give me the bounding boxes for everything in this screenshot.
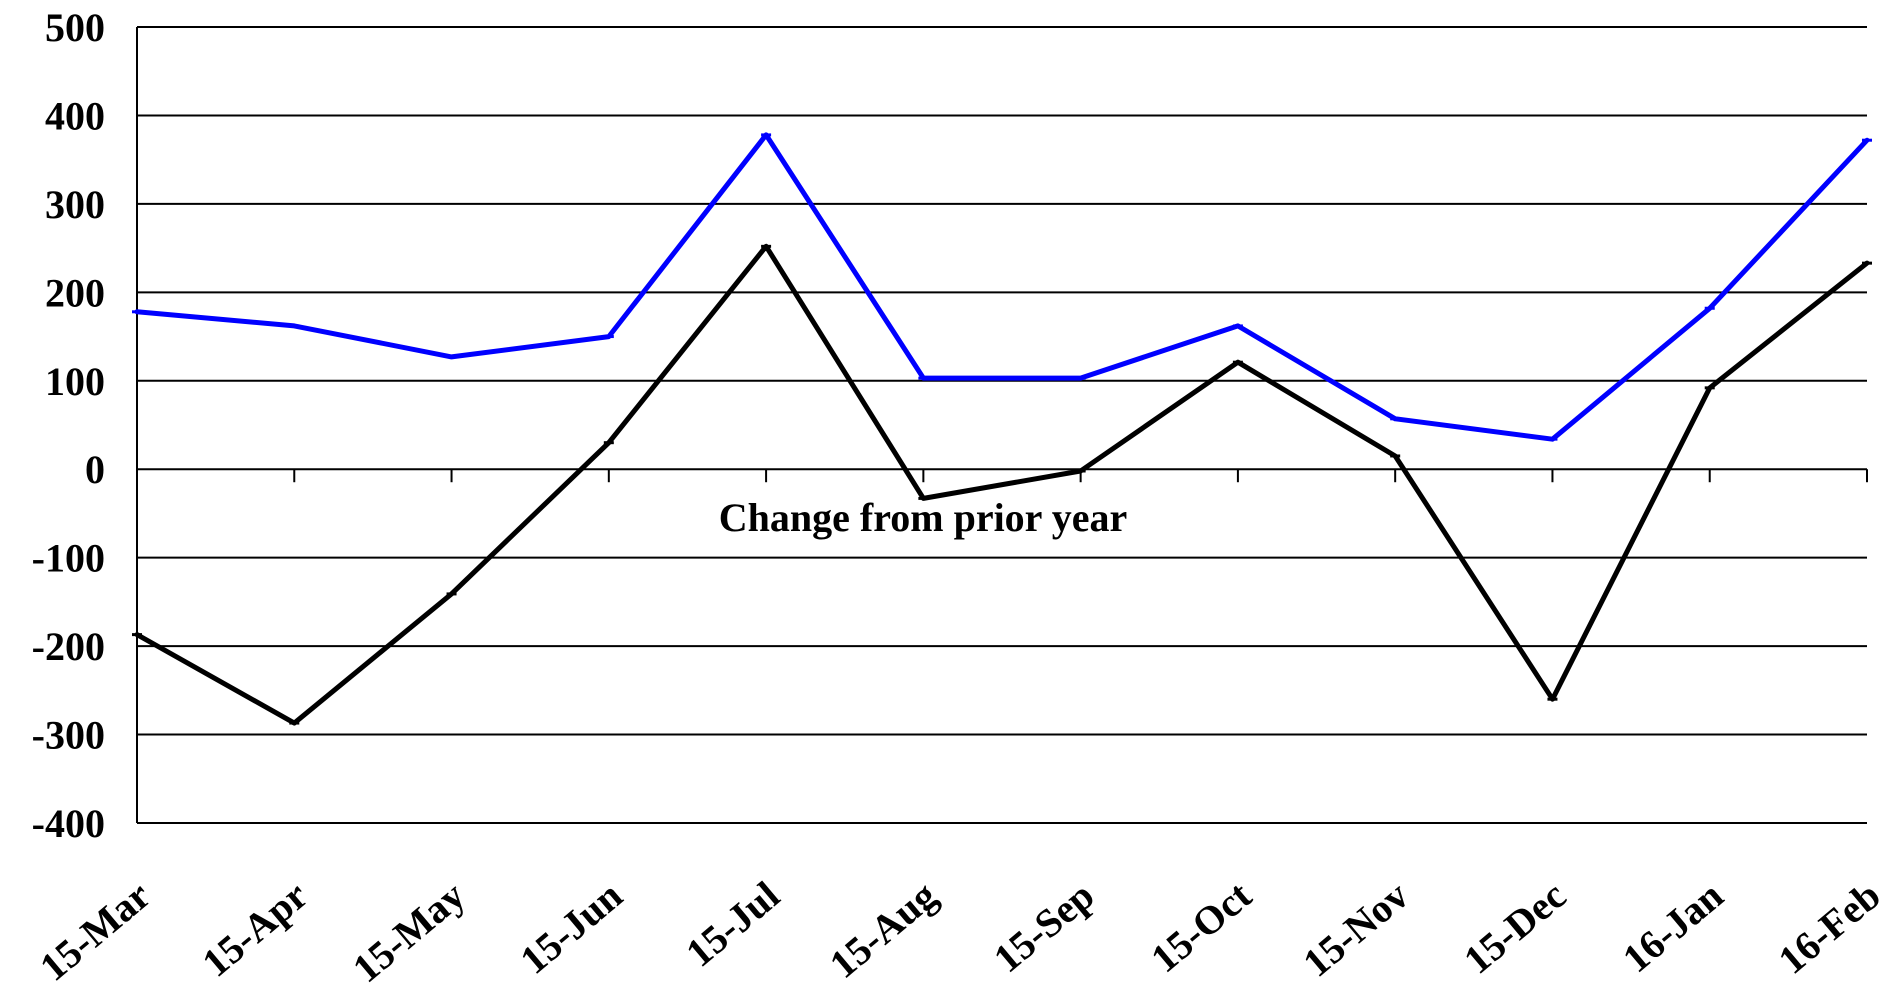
gridlines	[137, 26, 1867, 824]
x-tick-label: 16-Jan	[1614, 872, 1731, 981]
x-tick-label: 15-Dec	[1455, 872, 1574, 982]
y-tick-label: 200	[45, 270, 105, 315]
x-tick-label: 15-Jul	[677, 872, 788, 975]
y-tick-label: 500	[45, 5, 105, 50]
axes	[136, 27, 1868, 823]
y-tick-labels: 500 400 300 200 100 0 -100 -200 -300 -400	[32, 5, 105, 846]
x-tick-label: 15-Jun	[511, 872, 630, 982]
x-tick-label: 15-May	[344, 872, 473, 991]
y-tick-label: -200	[32, 624, 105, 669]
y-tick-label: 300	[45, 182, 105, 227]
x-tick-labels: 15-Mar 15-Apr 15-May 15-Jun 15-Jul 15-Aug 15-S…	[31, 872, 1879, 991]
y-tick-label: -400	[32, 801, 105, 846]
x-tick-label: 15-Nov	[1294, 872, 1417, 985]
y-tick-label: 0	[85, 447, 105, 492]
x-tick-label: 16-Feb	[1770, 872, 1879, 982]
x-tick-label: 15-Oct	[1142, 872, 1260, 981]
y-tick-label: 400	[45, 93, 105, 138]
y-tick-label: -300	[32, 713, 105, 758]
series-line-2	[134, 243, 1870, 726]
y-tick-label: 100	[45, 359, 105, 404]
series-lines	[132, 132, 1872, 726]
x-tick-label: 15-Mar	[31, 872, 159, 989]
series-line-1	[134, 132, 1870, 442]
x-tick-label: 15-Sep	[985, 872, 1102, 981]
y-tick-label: -100	[32, 536, 105, 581]
x-tick-label: 15-Apr	[194, 872, 317, 985]
chart-annotation: Change from prior year	[719, 495, 1127, 540]
x-tick-label: 15-Aug	[821, 872, 945, 986]
